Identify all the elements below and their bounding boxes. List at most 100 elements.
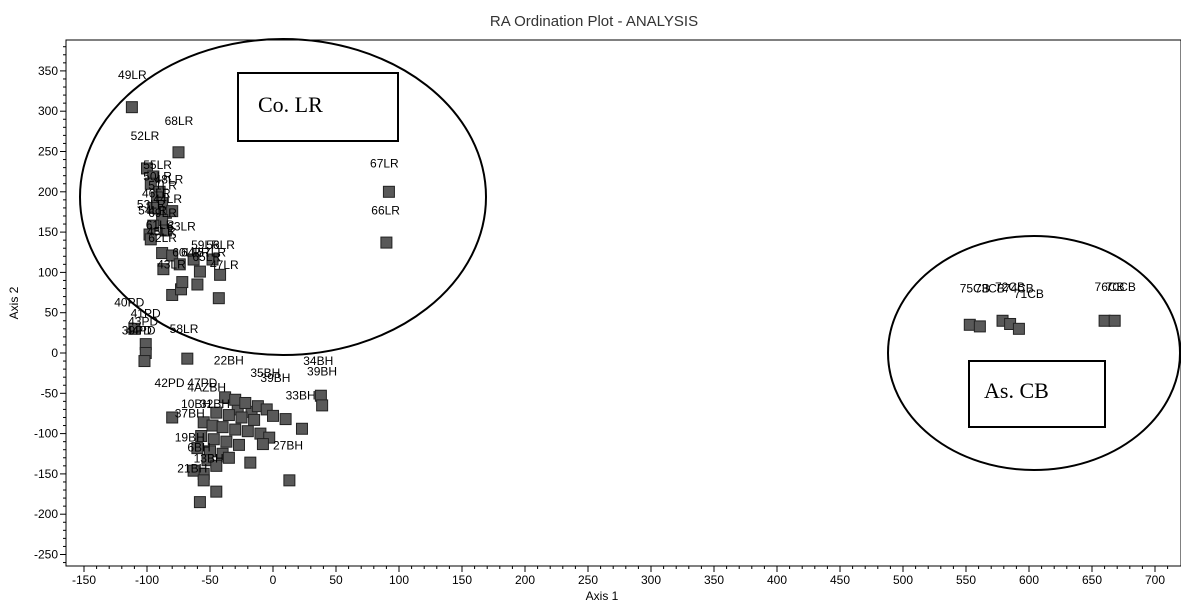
data-point bbox=[173, 258, 186, 271]
point-label: 68LR bbox=[165, 114, 194, 128]
y-tick-label: 350 bbox=[38, 64, 58, 78]
x-tick-label: 250 bbox=[578, 573, 598, 587]
data-point bbox=[235, 411, 248, 424]
point-label: 51LR bbox=[148, 178, 177, 192]
data-point bbox=[279, 413, 292, 426]
data-point bbox=[260, 403, 273, 416]
y-tick-label: -150 bbox=[34, 467, 58, 481]
point-label: 76CB bbox=[1095, 280, 1125, 294]
point-label: 37BH bbox=[175, 406, 205, 420]
point-label: 74CB bbox=[1004, 282, 1034, 296]
as-cb-label: As. CB bbox=[984, 378, 1049, 403]
x-tick-label: 350 bbox=[704, 573, 724, 587]
point-label: 34BH bbox=[303, 354, 333, 368]
point-label: 59LR bbox=[191, 238, 220, 252]
as-cb-box bbox=[968, 360, 1106, 428]
data-point bbox=[316, 399, 329, 412]
x-tick-label: 650 bbox=[1082, 573, 1102, 587]
data-point bbox=[193, 265, 206, 278]
point-label: 40PD bbox=[114, 295, 144, 309]
x-tick-label: 600 bbox=[1019, 573, 1039, 587]
cluster-ellipses bbox=[79, 38, 1181, 471]
data-point bbox=[239, 396, 252, 409]
co-lr-label: Co. LR bbox=[258, 92, 323, 117]
point-label: 19BH bbox=[175, 431, 205, 445]
point-label: 56LR bbox=[206, 238, 235, 252]
data-point bbox=[963, 318, 976, 331]
point-label: 48LR bbox=[155, 173, 184, 187]
data-point bbox=[214, 268, 227, 281]
data-point bbox=[159, 224, 172, 237]
point-label: 61LR bbox=[146, 218, 175, 232]
data-point bbox=[380, 236, 393, 249]
y-tick-label: -100 bbox=[34, 427, 58, 441]
point-label: 43LR bbox=[157, 257, 186, 271]
data-point bbox=[206, 253, 219, 266]
point-label: 44PD bbox=[126, 323, 156, 337]
data-point bbox=[125, 101, 138, 114]
x-tick-label: 500 bbox=[893, 573, 913, 587]
y-axis-title: Axis 2 bbox=[7, 286, 21, 319]
data-point bbox=[187, 253, 200, 266]
point-label: 73CB bbox=[975, 282, 1005, 296]
data-point bbox=[1012, 322, 1025, 335]
data-point bbox=[191, 278, 204, 291]
data-point bbox=[197, 474, 210, 487]
point-label: 35BH bbox=[250, 366, 280, 380]
point-label: 13BH bbox=[194, 452, 224, 466]
point-label: 49LR bbox=[118, 68, 147, 82]
x-tick-label: 450 bbox=[830, 573, 850, 587]
y-tick-label: -250 bbox=[34, 548, 58, 562]
x-tick-label: 400 bbox=[767, 573, 787, 587]
data-point bbox=[172, 146, 185, 159]
point-label: 54LR bbox=[138, 203, 167, 217]
point-label: 46LR bbox=[142, 186, 171, 200]
point-label: 62LR bbox=[148, 231, 177, 245]
x-tick-label: 100 bbox=[389, 573, 409, 587]
point-label: 55LR bbox=[143, 158, 172, 172]
point-label: 66LR bbox=[371, 203, 400, 217]
point-label: 4AZBH bbox=[187, 381, 226, 395]
y-tick-label: 150 bbox=[38, 225, 58, 239]
point-label: 45LR bbox=[147, 224, 176, 238]
data-point bbox=[267, 409, 279, 422]
data-point bbox=[206, 419, 219, 432]
data-point bbox=[263, 431, 276, 444]
x-tick-label: -100 bbox=[135, 573, 159, 587]
point-label: 67LR bbox=[370, 157, 399, 171]
point-label: 65LR bbox=[192, 250, 221, 264]
data-point bbox=[222, 409, 235, 422]
data-point bbox=[195, 430, 208, 443]
y-tick-label: 100 bbox=[38, 265, 58, 279]
point-label: 72CB bbox=[995, 280, 1025, 294]
data-point bbox=[193, 496, 206, 509]
point-label: 39BH bbox=[260, 371, 290, 385]
data-point bbox=[176, 276, 189, 289]
plot-area bbox=[65, 39, 1181, 567]
data-point bbox=[216, 421, 229, 434]
data-point bbox=[222, 451, 235, 464]
point-label: 63LR bbox=[167, 219, 196, 233]
point-label: 69LR bbox=[148, 206, 177, 220]
point-label: 27BH bbox=[273, 439, 303, 453]
data-points bbox=[125, 101, 1121, 509]
x-tick-label: 200 bbox=[515, 573, 535, 587]
data-point bbox=[382, 185, 395, 198]
point-label: 33BH bbox=[286, 389, 316, 403]
co-lr-ellipse bbox=[79, 38, 487, 356]
data-point bbox=[144, 177, 157, 190]
y-tick-label: 200 bbox=[38, 185, 58, 199]
y-axis-ticks: -250 -200 -150 -100 -50 0 50 100 150 200 250 300 350 bbox=[34, 46, 66, 564]
x-tick-label: 700 bbox=[1145, 573, 1165, 587]
point-label: 22BH bbox=[214, 353, 244, 367]
data-point bbox=[241, 425, 254, 438]
y-tick-label: 300 bbox=[38, 104, 58, 118]
point-label: 41PD bbox=[131, 307, 161, 321]
y-tick-label: 0 bbox=[51, 346, 58, 360]
point-label: 47PD bbox=[187, 376, 217, 390]
point-label: 70CB bbox=[1106, 280, 1136, 294]
y-tick-label: 50 bbox=[45, 306, 59, 320]
data-point bbox=[166, 249, 179, 262]
data-point bbox=[232, 438, 245, 451]
point-label: 21BH bbox=[177, 461, 207, 475]
